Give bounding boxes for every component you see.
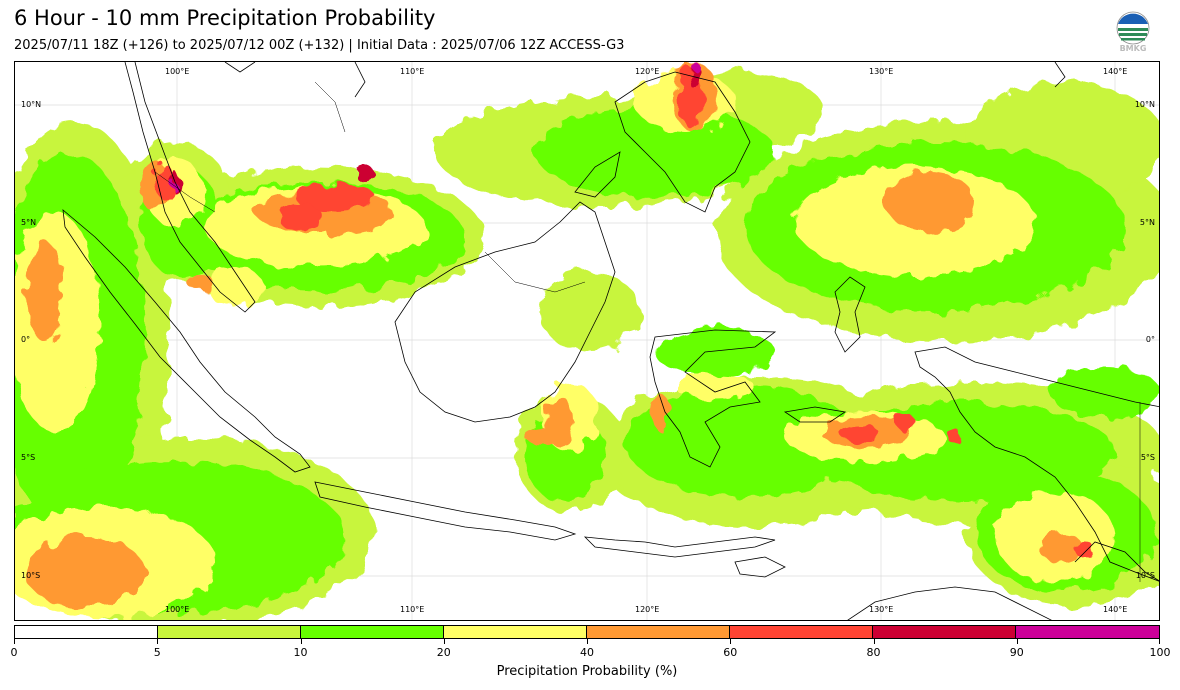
right-lat-label: 5°N [1139,218,1155,227]
top-lon-label: 140°E [1103,67,1128,76]
bottom-lon-label: 130°E [869,605,894,614]
left-lat-label: 0° [21,335,31,344]
colorbar-tick-label: 20 [436,646,451,659]
top-lon-label: 130°E [869,67,894,76]
colorbar-tick-mark [1159,639,1160,644]
precipitation-map: 100°E 110°E 120°E 130°E 140°E 100°E 110°… [14,61,1160,621]
top-lon-label: 110°E [400,67,425,76]
colorbar-tick-label: 0 [10,646,18,659]
colorbar [14,625,1160,639]
map-canvas [15,62,1159,620]
colorbar-segment [587,626,730,638]
colorbar-tick-mark [587,639,588,644]
colorbar-tick-label: 90 [1009,646,1024,659]
bottom-lon-label: 140°E [1103,605,1128,614]
colorbar-segment [15,626,158,638]
left-lat-label: 5°S [21,453,36,462]
right-lat-label: 0° [1145,335,1155,344]
colorbar-tick-label: 60 [723,646,738,659]
colorbar-tick-label: 100 [1149,646,1171,659]
colorbar-tick-label: 5 [153,646,161,659]
colorbar-tick-mark [1016,639,1018,644]
colorbar-tick-mark [157,639,159,644]
colorbar-tick-label: 10 [293,646,308,659]
logo-text: BMKG [1119,44,1147,53]
colorbar-segment [444,626,587,638]
bottom-lon-label: 100°E [165,605,190,614]
bottom-lon-label: 120°E [635,605,660,614]
top-lon-label: 120°E [635,67,660,76]
bmkg-logo-icon [1116,11,1150,45]
colorbar-segment [873,626,1016,638]
colorbar-segment [301,626,444,638]
colorbar-tick-mark [730,639,732,644]
borders [154,81,1141,582]
colorbar-label: Precipitation Probability (%) [496,664,678,679]
colorbar-tick-mark [14,639,15,644]
colorbar-segment [158,626,301,638]
precip-field [15,62,1159,620]
colorbar-segment [730,626,873,638]
colorbar-tick-mark [443,639,445,644]
left-lat-label: 5°N [21,218,37,227]
chart-title: 6 Hour - 10 mm Precipitation Probability [14,6,436,30]
chart-subtitle: 2025/07/11 18Z (+126) to 2025/07/12 00Z … [14,38,625,53]
colorbar-tick-mark [873,639,875,644]
colorbar-segment [1016,626,1159,638]
right-lat-label: 10°N [1134,100,1155,109]
right-lat-label: 10°S [1135,571,1155,580]
left-lat-label: 10°S [21,571,41,580]
bottom-lon-label: 110°E [400,605,425,614]
top-lon-label: 100°E [165,67,190,76]
left-lat-label: 10°N [21,100,42,109]
right-lat-label: 5°S [1140,453,1155,462]
coastlines [62,62,1159,620]
colorbar-tick-mark [300,639,302,644]
colorbar-tick-label: 80 [866,646,881,659]
colorbar-tick-label: 40 [580,646,594,659]
